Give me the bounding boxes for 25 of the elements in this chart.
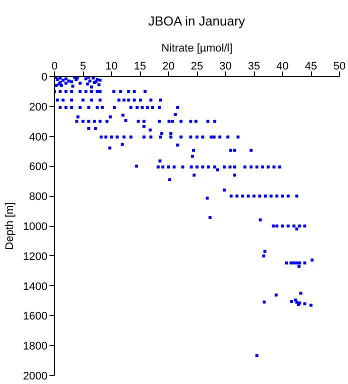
x-tick-label: 40 [276,60,289,72]
y-tick-label: 1000 [23,221,48,233]
y-tick-label: 1400 [23,280,48,293]
y-tick-label: 1600 [23,310,48,323]
x-tick-label: 15 [134,60,146,72]
y-tick-label: 0 [41,72,48,84]
x-tick-label: 5 [80,60,86,72]
y-tick-label: 1800 [23,340,48,353]
y-tick-label: 200 [29,101,48,114]
y-tick-label: 400 [29,131,48,144]
x-tick-label: 25 [190,60,204,72]
y-tick-label: 800 [29,191,48,204]
y-tick-label: 1200 [23,250,48,263]
x-tick-label: 10 [105,60,118,72]
y-axis-title: Depth [m] [4,202,16,250]
x-tick-label: 30 [219,60,232,72]
chart-title: JBOA in January [148,14,246,28]
x-tick-label: 35 [248,60,260,72]
x-tick-label: 45 [304,60,318,72]
y-tick-label: 600 [29,161,48,174]
x-tick-label: 50 [333,60,346,72]
x-tick-label: 0 [51,60,58,72]
x-tick-label: 20 [162,60,175,72]
x-axis-title: Nitrate [µmol/l] [161,42,233,54]
y-tick-label: 2000 [23,370,48,382]
